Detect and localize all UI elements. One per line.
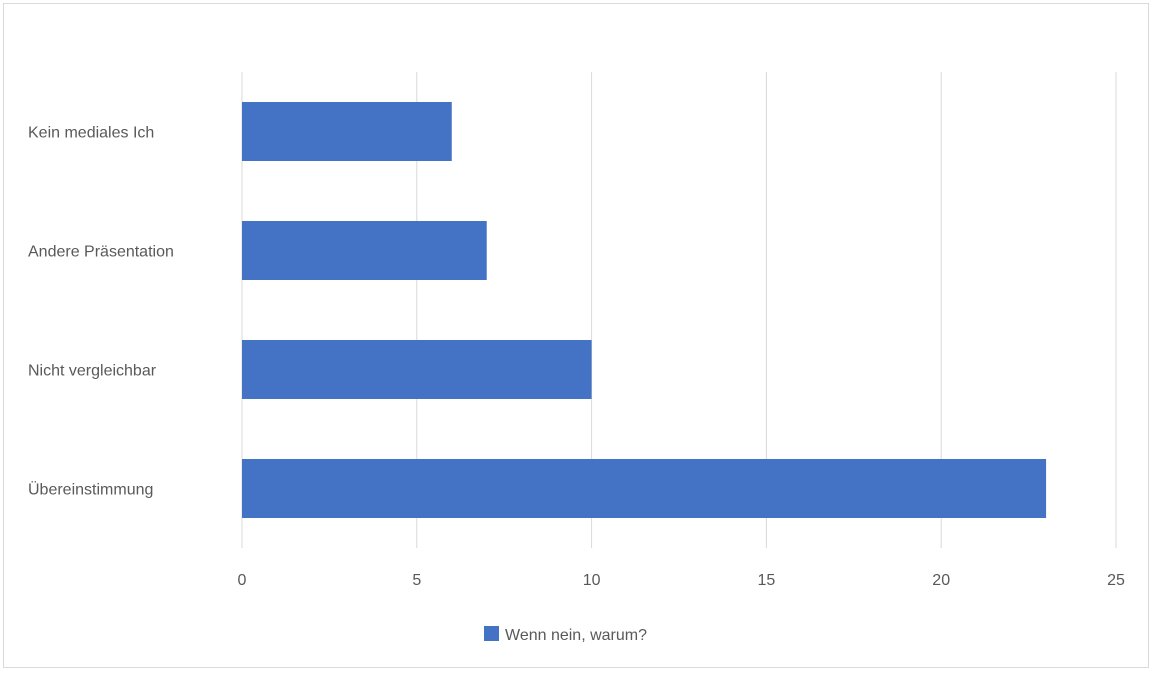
category-labels: Kein mediales Ich Andere Präsentation Nich… xyxy=(28,125,174,499)
x-tick-labels: 0 5 10 15 20 25 xyxy=(238,572,1125,589)
bars xyxy=(242,102,1047,518)
x-tick-label: 20 xyxy=(932,572,950,589)
x-tick-label: 5 xyxy=(412,572,421,589)
category-label: Übereinstimmung xyxy=(28,481,153,499)
legend: Wenn nein, warum? xyxy=(484,626,647,644)
legend-label: Wenn nein, warum? xyxy=(505,627,647,644)
category-label: Nicht vergleichbar xyxy=(28,363,157,380)
x-tick-label: 0 xyxy=(238,572,247,589)
bar-1 xyxy=(242,221,487,280)
bar-0 xyxy=(242,102,452,161)
chart-frame xyxy=(3,3,1149,668)
x-tick-label: 10 xyxy=(583,572,601,589)
bar-3 xyxy=(242,459,1047,518)
x-tick-label: 15 xyxy=(758,572,776,589)
bar-2 xyxy=(242,340,592,399)
category-label: Kein mediales Ich xyxy=(28,125,154,142)
legend-swatch xyxy=(484,626,499,641)
x-tick-label: 25 xyxy=(1107,572,1125,589)
category-label: Andere Präsentation xyxy=(28,244,174,261)
